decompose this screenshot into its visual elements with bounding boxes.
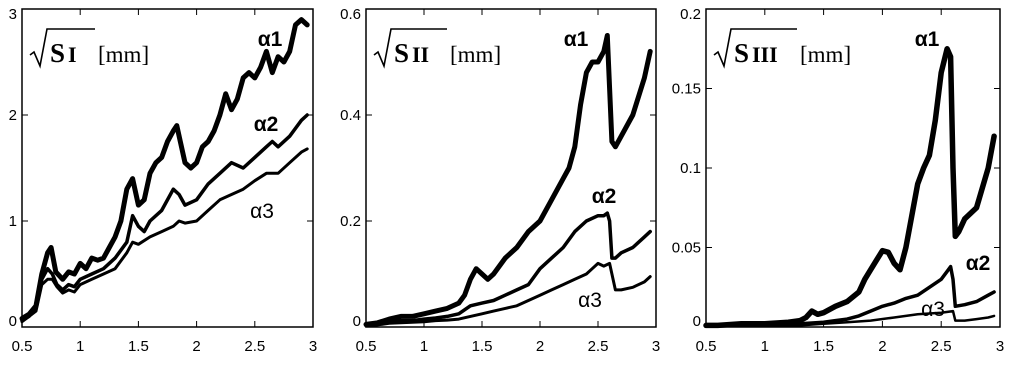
y-label-unit: [mm] [450, 42, 501, 67]
series-label-1: α1 [564, 28, 589, 51]
series-line-1 [19, 17, 310, 321]
series-line-2 [364, 211, 652, 328]
y-label-subscript: II [412, 42, 429, 67]
y-label-unit: [mm] [98, 42, 149, 67]
y-tick-label: 2 [9, 107, 17, 124]
y-label-subscript: I [68, 42, 77, 67]
y-tick-label: 0.6 [340, 6, 361, 23]
sqrt-symbol [713, 28, 797, 69]
x-tick-label: 0.5 [696, 338, 717, 355]
series-line-2 [704, 264, 996, 328]
series-label-3: α3 [578, 289, 602, 312]
y-label-subscript: III [752, 42, 778, 67]
y-tick-label: 0 [9, 313, 17, 330]
series-label-2: α2 [966, 252, 991, 275]
y-tick-label: 1 [9, 213, 17, 230]
x-tick-label: 2 [192, 338, 200, 355]
y-tick-label: 0.05 [672, 240, 701, 257]
plot-frame [21, 8, 314, 328]
y-axis-label: S II [mm] [373, 28, 501, 69]
x-tick-label: 2.5 [588, 338, 609, 355]
plot-frame [365, 8, 657, 328]
x-tick-label: 1.5 [128, 338, 149, 355]
sqrt-symbol [373, 28, 447, 69]
x-tick-label: 1 [420, 338, 428, 355]
x-tick-label: 3 [996, 338, 1004, 355]
series-line-2 [20, 113, 309, 323]
series-label-1: α1 [258, 28, 283, 51]
series-label-2: α2 [592, 185, 617, 208]
series-label-1: α1 [915, 28, 940, 51]
sqrt-symbol [29, 28, 95, 69]
y-tick-label: 0.15 [672, 81, 701, 98]
series-line-3 [704, 309, 996, 328]
series-label-3: α3 [921, 298, 945, 321]
series-label-2: α2 [254, 113, 279, 136]
x-tick-label: 1.5 [813, 338, 834, 355]
series-line-3 [20, 147, 309, 324]
x-tick-label: 2.5 [931, 338, 952, 355]
y-tick-label: 0.4 [340, 107, 361, 124]
y-tick-label: 0 [693, 313, 701, 330]
x-tick-label: 0.5 [356, 338, 377, 355]
x-tick-label: 0.5 [12, 338, 33, 355]
x-tick-label: 3 [652, 338, 660, 355]
series-line-3 [364, 261, 652, 328]
series-label-3: α3 [250, 200, 274, 223]
y-axis-label: S III [mm] [713, 28, 851, 69]
y-label-variable: S [394, 38, 409, 68]
x-tick-label: 1 [761, 338, 769, 355]
y-tick-label: 3 [9, 6, 17, 23]
y-tick-label: 0.2 [680, 6, 701, 23]
plot-frame [705, 8, 1001, 328]
x-tick-label: 3 [309, 338, 317, 355]
chart-panel-3: 0.5 1 1.5 2 2.5 3 0 0.05 0.1 0.15 0.2 α1 α2 α3 S III [mm… [672, 6, 1004, 355]
x-tick-label: 2 [878, 338, 886, 355]
y-tick-label: 0.2 [340, 213, 361, 230]
y-label-unit: [mm] [800, 42, 851, 67]
y-tick-label: 0.1 [680, 160, 701, 177]
x-tick-label: 1.5 [472, 338, 493, 355]
y-axis-label: S I [mm] [29, 28, 149, 69]
series-line-1 [703, 46, 997, 329]
y-label-variable: S [50, 38, 65, 68]
x-tick-label: 1 [76, 338, 84, 355]
chart-panel-1: 0.5 1 1.5 2 2.5 3 0 1 2 3 α1 α2 α3 S I [mm] [9, 6, 318, 355]
y-label-variable: S [734, 38, 749, 68]
y-tick-label: 0 [353, 313, 361, 330]
series-line-1 [363, 33, 653, 327]
x-tick-label: 2.5 [244, 338, 265, 355]
chart-panel-2: 0.5 1 1.5 2 2.5 3 0 0.2 0.4 0.6 α1 α2 α3 S II [mm] [340, 6, 660, 355]
x-tick-label: 2 [536, 338, 544, 355]
